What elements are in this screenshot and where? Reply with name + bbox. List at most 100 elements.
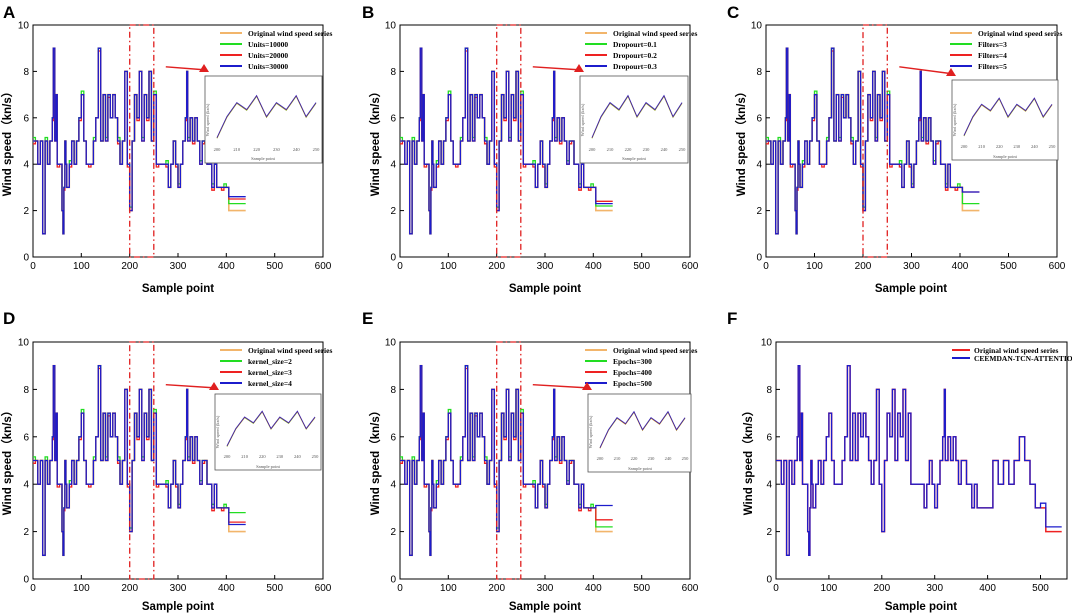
panel-label-f: F <box>727 309 737 328</box>
inset-tick-label: 230 <box>1013 144 1021 149</box>
y-tick-label: 2 <box>766 527 772 538</box>
x-tick-label: 300 <box>926 583 943 594</box>
x-tick-label: 300 <box>170 261 187 272</box>
x-tick-label: 500 <box>1000 261 1017 272</box>
panel-label-b: B <box>362 3 374 22</box>
zoom-arrow <box>165 384 218 389</box>
y-tick-label: 8 <box>756 67 762 78</box>
legend-label: Dropourt=0.2 <box>613 51 657 60</box>
inset-frame <box>587 393 692 473</box>
inset-tick-label: 230 <box>643 147 651 152</box>
y-tick-label: 6 <box>390 432 396 443</box>
x-tick-label: 200 <box>488 261 505 272</box>
highlight-box <box>129 341 155 580</box>
y-tick-label: 4 <box>390 160 396 171</box>
x-tick-label: 400 <box>585 583 602 594</box>
inset-tick-label: 240 <box>1031 144 1039 149</box>
x-tick-label: 100 <box>440 583 457 594</box>
inset-y-title: Wind speed (kn/s) <box>588 415 593 448</box>
y-tick-label: 10 <box>18 21 30 32</box>
legend-label: Original wind speed series <box>974 346 1058 355</box>
inset-frame <box>214 393 322 471</box>
legend-label: Original wind speed series <box>613 29 697 38</box>
y-tick-label: 0 <box>390 575 396 586</box>
x-axis-title: Sample point <box>509 283 581 295</box>
x-tick-label: 0 <box>30 261 36 272</box>
x-tick-label: 100 <box>440 261 457 272</box>
panel-a: A 0 100 200 300 400 500 600 0 2 4 6 8 10 200 210 220 230… <box>0 3 332 295</box>
x-tick-label: 400 <box>979 583 996 594</box>
x-axis-title: Sample point <box>885 601 957 613</box>
legend-label: Epochs=500 <box>613 379 652 388</box>
x-tick-label: 500 <box>266 583 283 594</box>
y-tick-label: 4 <box>390 480 396 491</box>
inset-x-title: Sample point <box>622 156 647 161</box>
inset-y-title: Wind speed (kn/s) <box>205 103 210 136</box>
inset-tick-label: 240 <box>293 147 301 152</box>
legend-label: Units=20000 <box>248 51 288 60</box>
y-tick-label: 4 <box>756 160 762 171</box>
highlight-box <box>862 24 888 258</box>
y-axis-title: Wind speed（kn/s） <box>0 405 14 515</box>
inset-tick-label: 220 <box>625 147 633 152</box>
inset-frame <box>579 75 689 164</box>
inset-tick-label: 200 <box>597 456 605 461</box>
inset-frame <box>951 79 1059 161</box>
series-line-prediction <box>776 365 1062 556</box>
y-tick-label: 8 <box>23 385 29 396</box>
highlight-box <box>129 24 155 258</box>
x-axis-title: Sample point <box>142 283 214 295</box>
x-tick-label: 300 <box>537 583 554 594</box>
inset-tick-label: 220 <box>631 456 639 461</box>
y-tick-label: 4 <box>23 160 29 171</box>
x-tick-label: 300 <box>170 583 187 594</box>
y-axis-title: Wind speed（kn/s） <box>741 405 755 515</box>
zoom-arrow-head <box>209 382 219 390</box>
x-axis-title: Sample point <box>875 283 947 295</box>
inset-tick-label: 250 <box>1049 144 1057 149</box>
legend-label: kernel_size=2 <box>248 357 292 366</box>
inset-tick-label: 240 <box>294 454 302 459</box>
inset-tick-label: 210 <box>241 454 249 459</box>
y-tick-label: 10 <box>18 338 30 349</box>
panel-label-c: C <box>727 3 739 22</box>
inset-tick-label: 210 <box>978 144 986 149</box>
panel-label-e: E <box>362 309 373 328</box>
x-tick-label: 100 <box>73 261 90 272</box>
inset-series-line <box>216 94 317 138</box>
inset-tick-label: 230 <box>276 454 284 459</box>
legend-label: Original wind speed series <box>248 346 332 355</box>
panel-f-plot: 0 100 200 300 400 500 0 2 4 6 8 10 <box>761 338 1068 594</box>
inset-tick-label: 200 <box>214 147 222 152</box>
x-tick-label: 0 <box>397 261 403 272</box>
inset-tick-label: 200 <box>961 144 969 149</box>
x-tick-label: 0 <box>773 583 779 594</box>
inset-y-title: Wind speed (kn/s) <box>215 415 220 448</box>
legend-label: kernel_size=3 <box>248 368 292 377</box>
inset-tick-label: 220 <box>253 147 261 152</box>
x-tick-label: 0 <box>763 261 769 272</box>
x-tick-label: 500 <box>266 261 283 272</box>
y-tick-label: 10 <box>761 338 773 349</box>
y-tick-label: 8 <box>766 385 772 396</box>
inset-tick-label: 240 <box>665 456 673 461</box>
inset-x-title: Sample point <box>251 156 276 161</box>
x-tick-label: 600 <box>682 583 699 594</box>
legend-label: Dropourt=0.3 <box>613 62 657 71</box>
inset-x-title: Sample point <box>256 464 281 469</box>
x-tick-label: 300 <box>537 261 554 272</box>
y-tick-label: 0 <box>23 575 29 586</box>
x-tick-label: 600 <box>315 583 332 594</box>
x-tick-label: 200 <box>855 261 872 272</box>
x-tick-label: 200 <box>121 261 138 272</box>
legend-label: Units=10000 <box>248 40 288 49</box>
series-line-3 <box>33 47 246 235</box>
inset-tick-label: 250 <box>312 454 320 459</box>
y-tick-label: 0 <box>390 253 396 264</box>
series-line-3 <box>400 365 613 556</box>
y-axis-title: Wind speed（kn/s） <box>0 86 14 196</box>
panel-b-plot: 0 100 200 300 400 500 600 0 2 4 6 8 10 200 210 220 230 24… <box>385 21 699 273</box>
legend-label: Units=30000 <box>248 62 288 71</box>
zoom-arrow-head <box>946 68 956 76</box>
inset-tick-label: 200 <box>224 454 232 459</box>
